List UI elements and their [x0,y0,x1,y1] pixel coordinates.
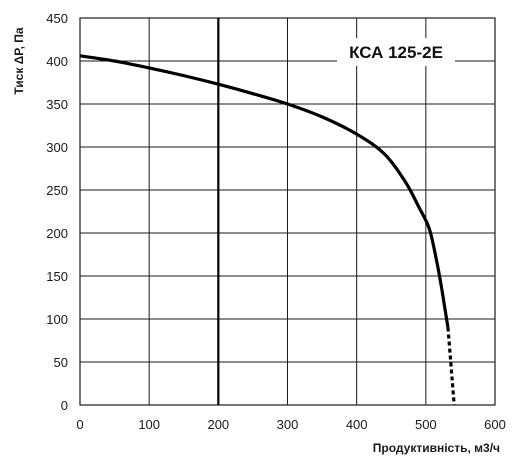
y-tick-label-250: 250 [46,183,68,198]
x-tick-label-600: 600 [484,417,506,432]
y-tick-label-400: 400 [46,54,68,69]
y-tick-label-0: 0 [61,398,68,413]
plot-frame [79,17,496,406]
x-tick-label-200: 200 [207,417,229,432]
y-tick-label-150: 150 [46,269,68,284]
y-tick-label-200: 200 [46,226,68,241]
x-tick-labels: 0 100 200 300 400 500 600 [76,417,505,432]
y-tick-label-300: 300 [46,140,68,155]
model-label: КСА 125-2Е [349,43,443,62]
y-tick-labels: 0 50 100 150 200 250 300 350 400 450 [46,11,68,413]
x-tick-label-0: 0 [76,417,83,432]
model-label-background [337,38,455,66]
y-axis-title: Тиск ΔР, Па [12,27,26,95]
performance-curve [79,54,450,328]
x-tick-label-400: 400 [346,417,368,432]
x-axis-title: Продуктивність, м3/ч [373,441,500,455]
grid-lines [79,17,496,406]
x-tick-label-300: 300 [277,417,299,432]
y-tick-label-50: 50 [54,355,68,370]
x-tick-label-500: 500 [415,417,437,432]
y-tick-label-100: 100 [46,312,68,327]
y-tick-label-450: 450 [46,11,68,26]
curve-group [79,54,456,406]
y-tick-label-350: 350 [46,97,68,112]
curve-extension-dotted [446,327,456,406]
x-tick-label-100: 100 [138,417,160,432]
